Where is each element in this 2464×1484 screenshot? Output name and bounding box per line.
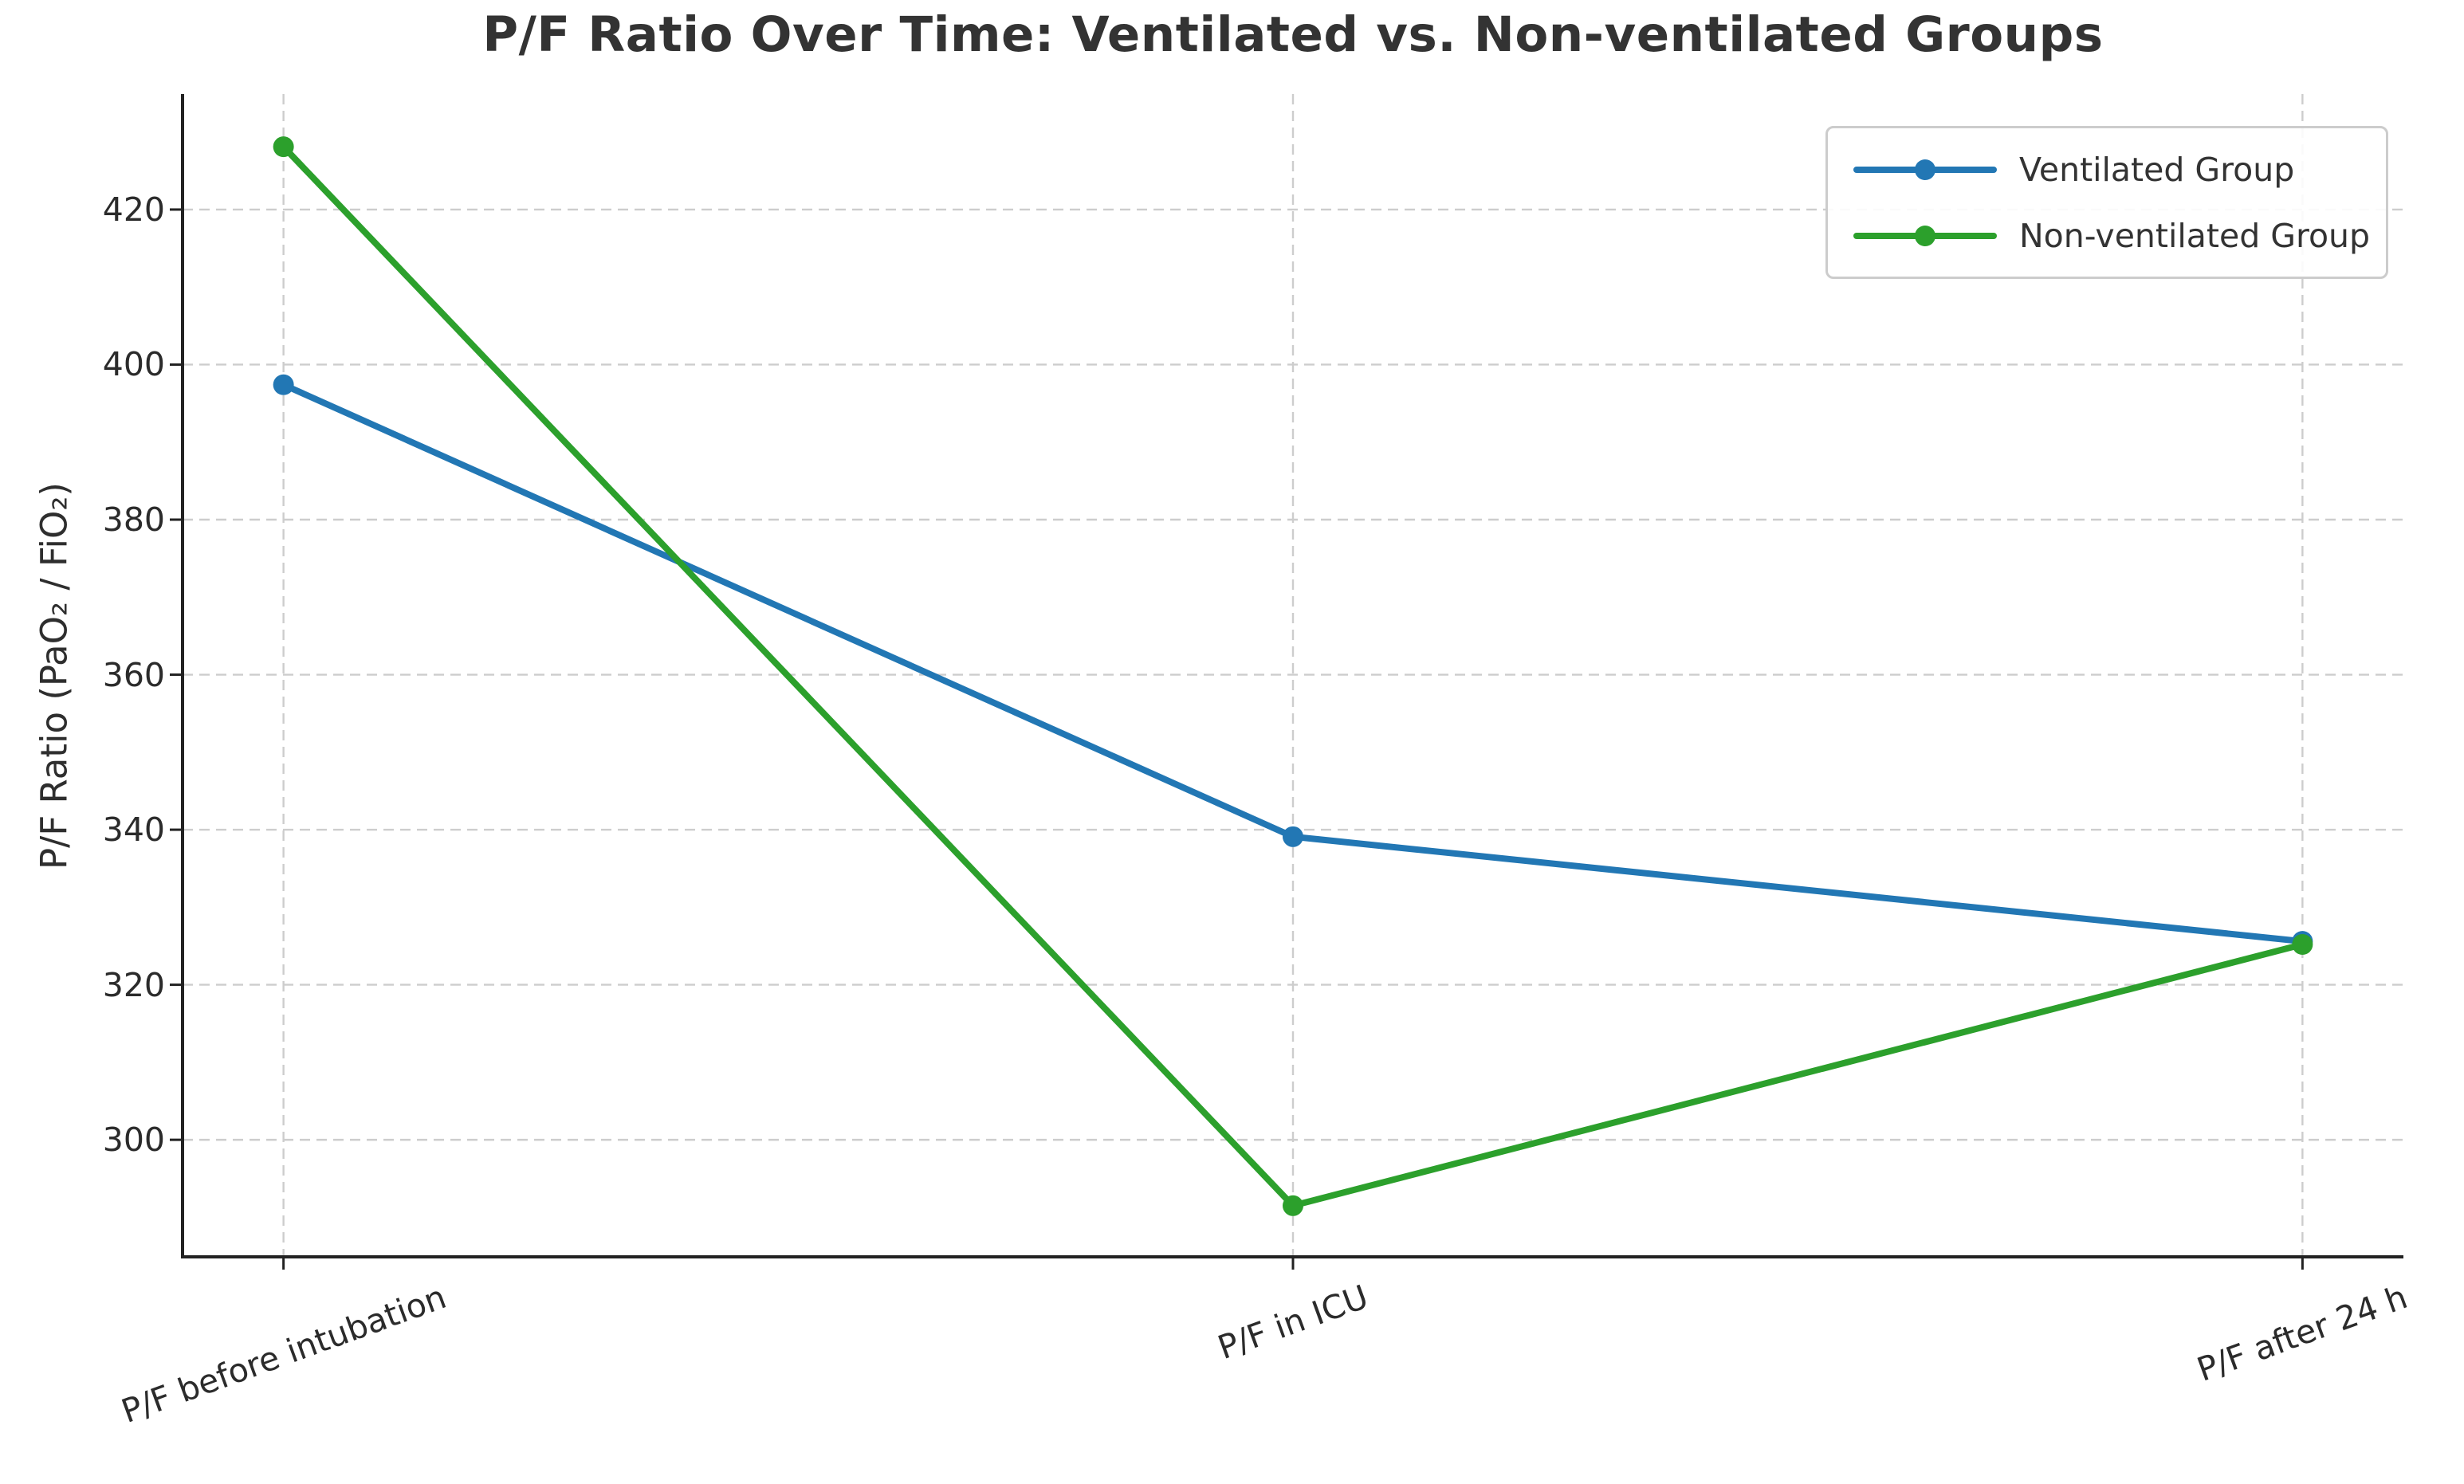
y-tick-label: 300 xyxy=(102,1121,165,1160)
series-line-non-ventilated-group xyxy=(280,143,2306,1209)
chart-title: P/F Ratio Over Time: Ventilated vs. Non-… xyxy=(482,6,2104,63)
data-point xyxy=(273,374,294,395)
y-tick-label: 320 xyxy=(102,965,165,1004)
y-tick-label: 420 xyxy=(102,190,165,229)
legend-item-ventilated-group: Ventilated Group xyxy=(1828,151,2386,189)
y-tick-label: 400 xyxy=(102,345,165,384)
y-tick-label: 360 xyxy=(102,655,165,694)
legend-label: Ventilated Group xyxy=(2019,150,2295,189)
data-point xyxy=(2292,934,2313,956)
legend-line-marker-icon xyxy=(1853,225,1997,246)
legend-label: Non-ventilated Group xyxy=(2019,216,2371,255)
y-tick-label: 380 xyxy=(102,500,165,539)
legend-item-non-ventilated-group: Non-ventilated Group xyxy=(1828,217,2386,255)
y-tick-label: 340 xyxy=(102,811,165,850)
legend: Ventilated Group Non-ventilated Group xyxy=(1825,126,2388,279)
data-point xyxy=(1283,826,1303,847)
legend-line-marker-icon xyxy=(1853,159,1997,180)
data-point xyxy=(1283,1195,1303,1216)
data-point xyxy=(273,136,294,158)
